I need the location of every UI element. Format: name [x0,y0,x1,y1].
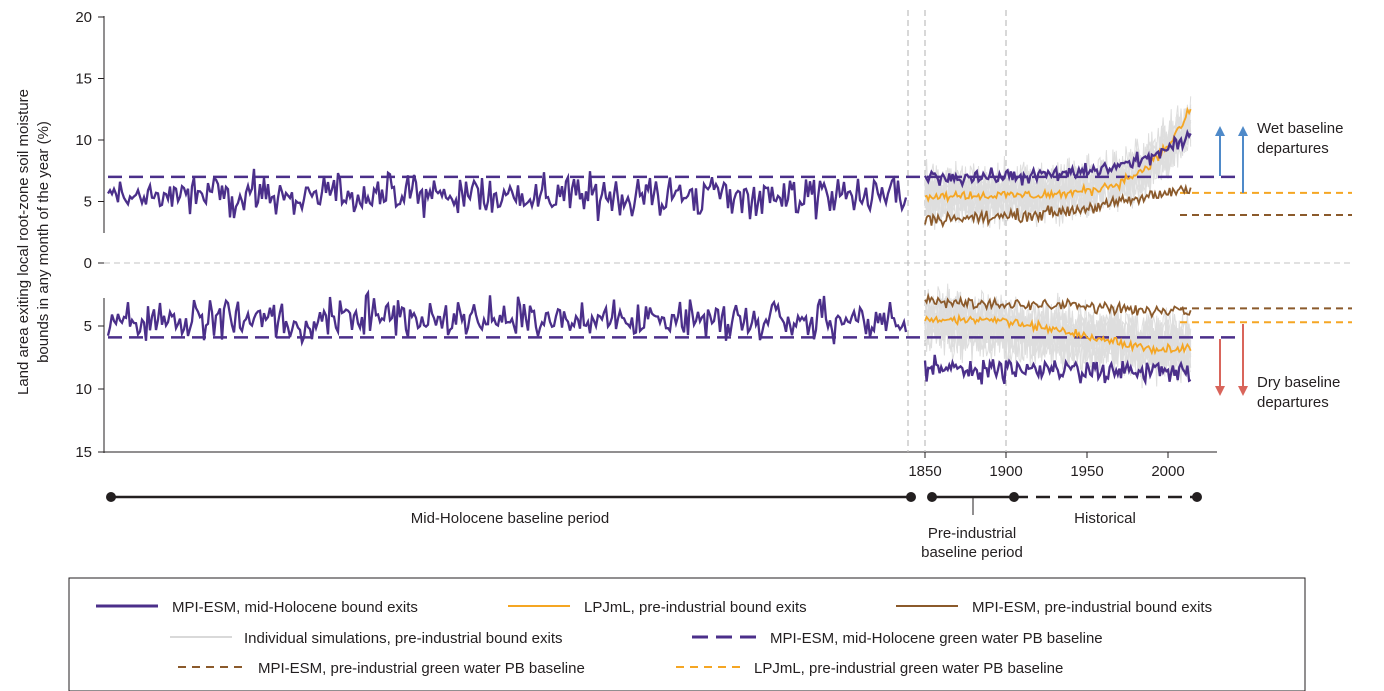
xtick-label: 1850 [908,463,941,480]
wet-annotation-line-1: Wet baseline [1257,120,1343,137]
upper-ytick-label: 15 [75,71,92,88]
dry-arrows [1215,324,1248,396]
period-label-holocene: Mid-Holocene baseline period [411,510,609,527]
legend-box [68,577,1306,691]
upper-ytick-label: 0 [84,255,92,272]
dry-annotation-line-2: departures [1257,394,1329,411]
xtick-label: 2000 [1151,463,1184,480]
upper-ytick-label: 10 [75,132,92,149]
legend-label-mpi-preind-baseline: MPI-ESM, pre-industrial green water PB b… [258,660,585,677]
mpi-preind-wet-line [924,183,1192,229]
lpjml-wet-line [924,106,1192,204]
y-axis-title-line-1: Land area exiting local root-zone soil m… [15,89,32,395]
legend-label-mpi-holocene-baseline: MPI-ESM, mid-Holocene green water PB bas… [770,630,1103,647]
legend-label-lpjml-preind: LPJmL, pre-industrial bound exits [584,599,807,616]
mpi-industrial-wet-line [923,128,1192,189]
xtick-label: 1900 [989,463,1022,480]
dry-annotation-line-1: Dry baseline [1257,374,1340,391]
mpi-holocene-wet-line [107,168,908,222]
individual-sim-wet [924,122,1191,228]
wet-arrows [1215,126,1248,193]
period-label-preindustrial-line-1: Pre-industrial [928,525,1016,542]
mpi-holocene-dry-line [106,289,908,347]
xtick-label: 1950 [1070,463,1103,480]
mpi-preind-dry-line [924,292,1192,320]
legend: MPI-ESM, mid-Holocene bound exits LPJmL,… [96,599,1212,677]
lpjml-dry-line [924,313,1192,356]
lower-ytick-label: 10 [75,381,92,398]
period-label-historical: Historical [1074,510,1136,527]
legend-label-individual: Individual simulations, pre-industrial b… [244,630,563,647]
y-axis-title-line-2: bounds in any month of the year (%) [35,121,52,363]
lower-ytick-label: 5 [84,318,92,335]
upper-ytick-label: 5 [84,194,92,211]
mpi-industrial-dry-line [923,354,1192,387]
period-label-preindustrial-line-2: baseline period [921,544,1023,561]
legend-label-lpjml-baseline: LPJmL, pre-industrial green water PB bas… [754,660,1063,677]
period-timeline [106,492,1202,515]
upper-ytick-label: 20 [75,9,92,26]
individual-sim-dry [924,293,1192,376]
legend-label-mpi-preind: MPI-ESM, pre-industrial bound exits [972,599,1212,616]
wet-annotation-line-2: departures [1257,140,1329,157]
lower-ytick-label: 15 [75,444,92,461]
legend-label-mpi-holocene: MPI-ESM, mid-Holocene bound exits [172,599,418,616]
